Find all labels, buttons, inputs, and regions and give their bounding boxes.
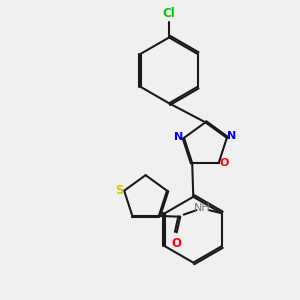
Text: N: N: [174, 132, 183, 142]
Text: NH: NH: [194, 203, 211, 213]
Text: N: N: [227, 131, 236, 141]
Text: O: O: [219, 158, 229, 168]
Text: Cl: Cl: [163, 7, 176, 20]
Text: S: S: [115, 184, 123, 197]
Text: O: O: [171, 237, 181, 250]
